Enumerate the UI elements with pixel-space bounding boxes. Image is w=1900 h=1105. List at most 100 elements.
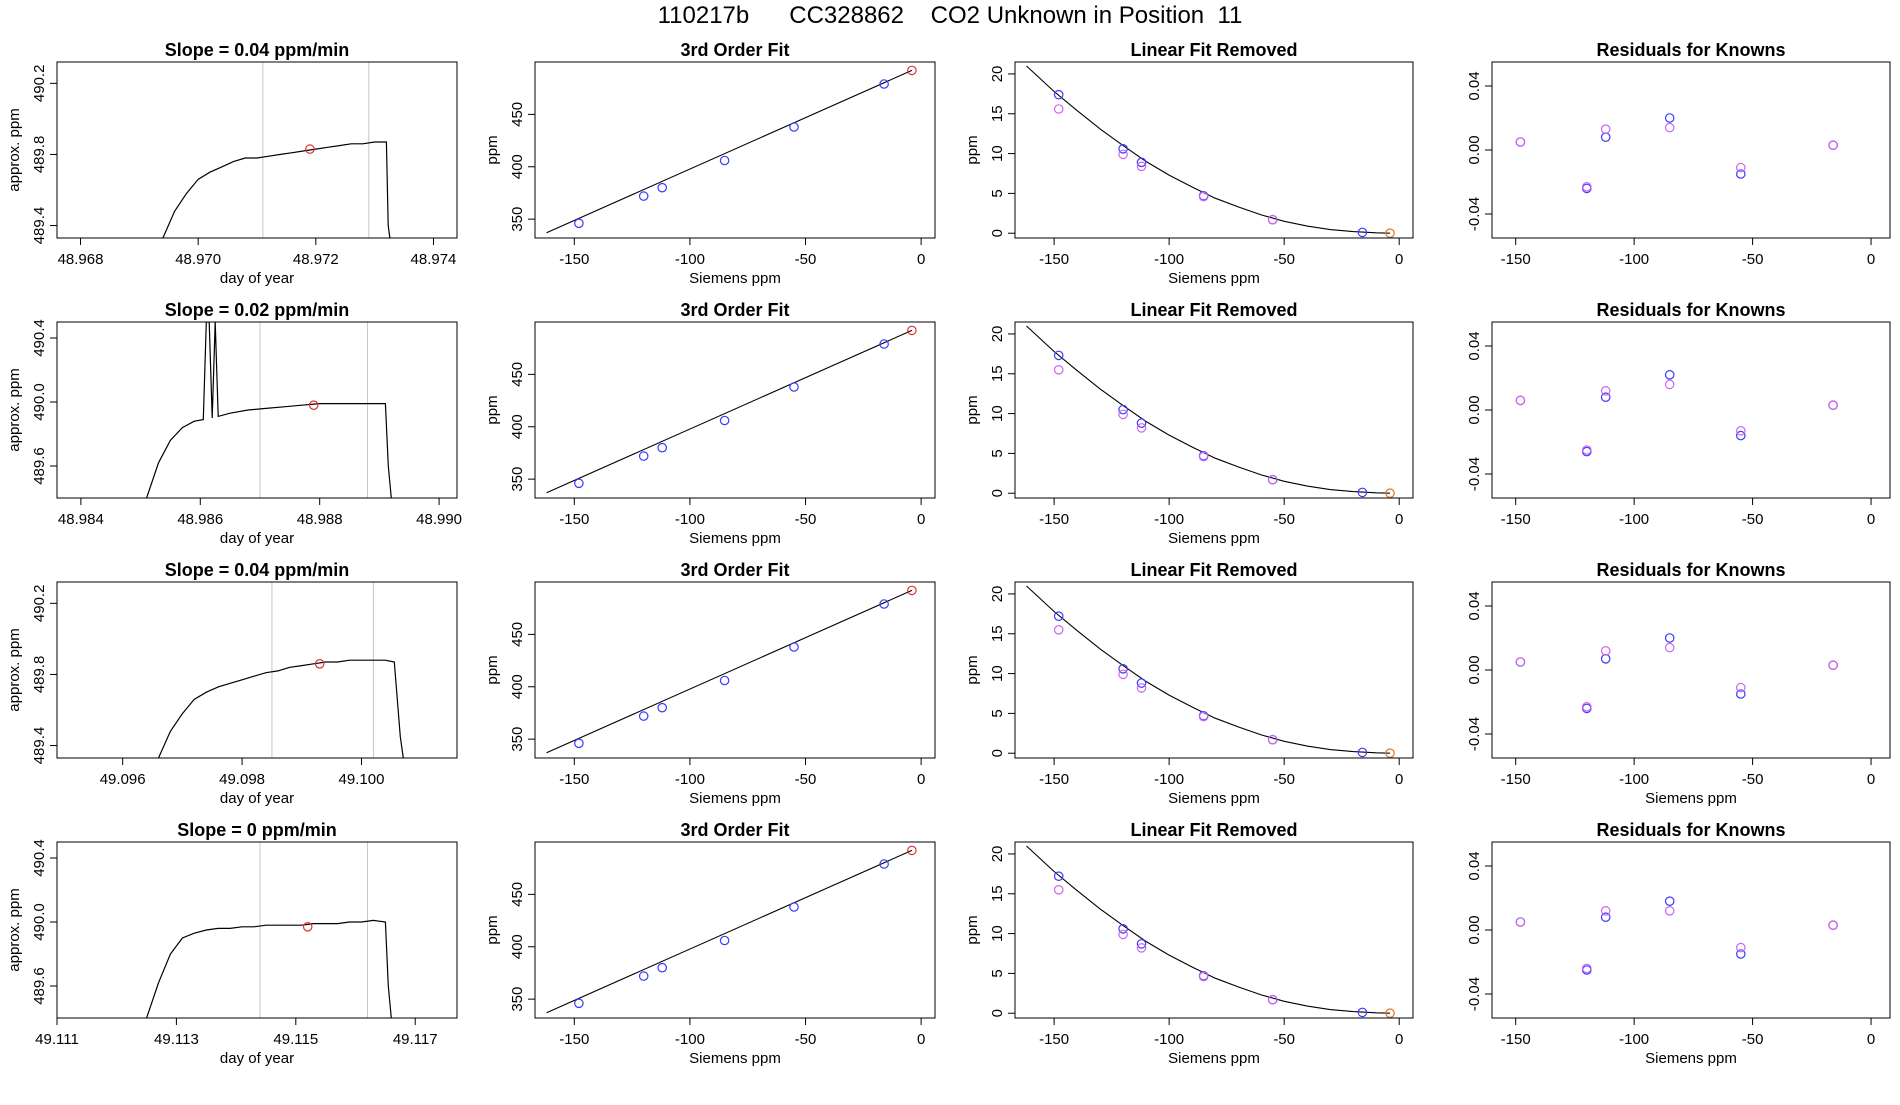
y-tick-label: 20 bbox=[989, 586, 1006, 603]
x-tick-label: -50 bbox=[1742, 511, 1764, 528]
data-point bbox=[907, 325, 917, 336]
series-line bbox=[162, 141, 391, 238]
y-tick-label: 0.00 bbox=[1466, 915, 1483, 944]
data-point bbox=[657, 962, 667, 973]
y-tick-label: 20 bbox=[989, 66, 1006, 83]
x-tick-label: 49.117 bbox=[393, 1031, 438, 1048]
data-point bbox=[1357, 747, 1368, 758]
y-tick-label: 450 bbox=[509, 362, 526, 387]
x-tick-label: -150 bbox=[1039, 1031, 1069, 1048]
x-tick-label: 0 bbox=[1867, 511, 1875, 528]
data-point bbox=[638, 191, 649, 201]
panel-title: Slope = 0.04 ppm/min bbox=[165, 40, 350, 60]
x-tick-label: -150 bbox=[1501, 1031, 1531, 1048]
panel-title: Slope = 0.04 ppm/min bbox=[165, 560, 350, 580]
data-point bbox=[1053, 364, 1064, 375]
panel-title: Residuals for Knowns bbox=[1596, 560, 1785, 580]
data-point bbox=[907, 65, 917, 76]
data-point bbox=[1198, 971, 1209, 982]
fit-line bbox=[546, 69, 913, 234]
data-point bbox=[1664, 633, 1675, 643]
x-tick-label: -150 bbox=[1039, 511, 1069, 528]
data-point bbox=[1385, 488, 1395, 498]
data-point bbox=[1385, 748, 1395, 758]
data-point bbox=[1664, 113, 1675, 123]
x-tick-label: -50 bbox=[1273, 251, 1295, 268]
plot-frame bbox=[1491, 841, 1891, 1019]
data-point bbox=[1600, 124, 1611, 134]
fit-curve bbox=[1026, 585, 1391, 754]
data-point bbox=[1736, 425, 1746, 436]
data-point bbox=[638, 711, 649, 721]
data-point bbox=[1357, 1007, 1368, 1018]
x-tick-label: 0 bbox=[1395, 511, 1403, 528]
plot-frame bbox=[1491, 321, 1891, 499]
y-tick-label: 10 bbox=[989, 145, 1006, 162]
x-tick-label: -150 bbox=[1501, 251, 1531, 268]
fit-line bbox=[546, 589, 913, 754]
y-tick-label: 10 bbox=[989, 405, 1006, 422]
panel-title: 3rd Order Fit bbox=[680, 560, 789, 580]
x-axis-label: Siemens ppm bbox=[1168, 790, 1260, 807]
data-point bbox=[1136, 939, 1147, 949]
y-tick-label: 490.0 bbox=[31, 383, 48, 421]
y-tick-label: 350 bbox=[509, 207, 526, 232]
data-point bbox=[1828, 140, 1838, 150]
data-point bbox=[1118, 409, 1128, 420]
data-point bbox=[1136, 683, 1147, 693]
y-tick-label: 490.2 bbox=[31, 65, 48, 103]
y-tick-label: 10 bbox=[989, 665, 1006, 682]
y-tick-label: 489.4 bbox=[31, 727, 48, 765]
x-axis-label: day of year bbox=[220, 790, 294, 807]
data-point bbox=[1600, 653, 1611, 664]
data-point bbox=[1600, 645, 1611, 656]
y-tick-label: 350 bbox=[509, 467, 526, 492]
data-point bbox=[1198, 191, 1209, 202]
plot-frame bbox=[534, 581, 936, 759]
y-axis-label: approx. ppm bbox=[6, 888, 23, 971]
x-tick-label: -150 bbox=[559, 251, 589, 268]
y-tick-label: -0.04 bbox=[1466, 717, 1483, 751]
y-tick-label: 0 bbox=[989, 489, 1006, 497]
data-point bbox=[1736, 430, 1746, 441]
y-tick-label: 489.4 bbox=[31, 207, 48, 245]
x-axis-label: day of year bbox=[220, 270, 294, 287]
plot-area bbox=[1026, 325, 1395, 498]
x-tick-label: -50 bbox=[795, 1031, 817, 1048]
plot-area bbox=[546, 585, 917, 754]
plot-frame bbox=[534, 841, 936, 1019]
panel-3-2: 3rd Order Fit -150 -100 -50 0 350 400 450 Siemen… bbox=[484, 560, 936, 807]
data-point bbox=[1357, 227, 1368, 238]
x-tick-label: 0 bbox=[1867, 251, 1875, 268]
x-tick-label: 48.972 bbox=[293, 251, 339, 268]
data-point bbox=[879, 859, 889, 869]
y-tick-label: 5 bbox=[989, 189, 1006, 197]
y-tick-label: 0 bbox=[989, 1009, 1006, 1017]
y-tick-label: 0.04 bbox=[1466, 71, 1483, 100]
x-axis-label: Siemens ppm bbox=[689, 790, 781, 807]
y-tick-label: 400 bbox=[509, 674, 526, 699]
fit-curve bbox=[1026, 65, 1391, 234]
plot-area bbox=[146, 919, 392, 1018]
data-point bbox=[719, 935, 730, 946]
data-point bbox=[1118, 149, 1128, 160]
y-tick-label: 15 bbox=[989, 625, 1006, 642]
panel-1-1: Slope = 0.04 ppm/min 48.968 48.970 48.972 48… bbox=[6, 40, 458, 287]
x-tick-label: 0 bbox=[1867, 771, 1875, 788]
y-tick-label: 450 bbox=[509, 882, 526, 907]
data-point bbox=[1582, 701, 1592, 712]
plot-area bbox=[1026, 585, 1395, 758]
y-tick-label: 15 bbox=[989, 885, 1006, 902]
y-tick-label: 489.6 bbox=[31, 967, 48, 1005]
x-axis-label: Siemens ppm bbox=[1645, 1050, 1737, 1067]
y-tick-label: 10 bbox=[989, 925, 1006, 942]
panel-4-2: 3rd Order Fit -150 -100 -50 0 350 400 450 Siemen… bbox=[484, 820, 936, 1067]
plot-area bbox=[546, 325, 917, 494]
data-point bbox=[574, 998, 584, 1009]
data-point bbox=[574, 478, 584, 489]
x-tick-label: -150 bbox=[1501, 511, 1531, 528]
data-point bbox=[1118, 923, 1128, 934]
plot-area bbox=[1515, 369, 1838, 457]
data-point bbox=[1736, 689, 1746, 699]
data-point bbox=[1515, 137, 1526, 147]
